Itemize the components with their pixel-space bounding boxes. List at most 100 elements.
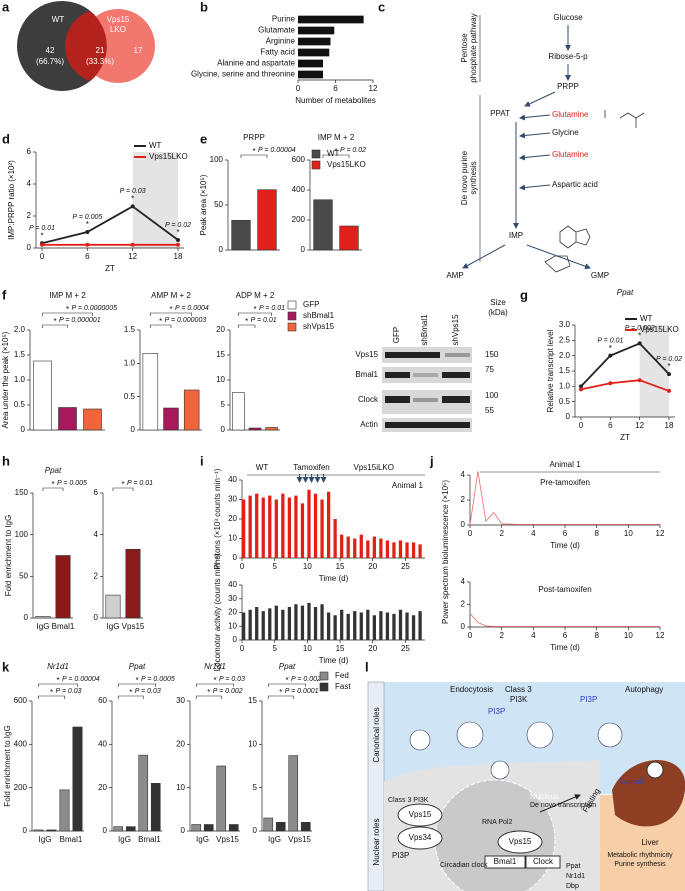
significance-mark: *: [66, 305, 69, 314]
x-tick-label: 2: [499, 529, 504, 538]
marker-size: 55: [485, 406, 494, 415]
vesicle: [490, 760, 510, 780]
y-tick-label: 40: [228, 475, 237, 484]
line: [580, 379, 670, 392]
x-tick-label: 12: [369, 84, 378, 93]
protein: [397, 826, 443, 850]
y-axis-label: Fold enrichment to IgG: [4, 515, 13, 596]
x-axis-label: Time (d): [550, 541, 580, 550]
metabolite: IMP: [509, 231, 523, 240]
p-value: P = 0.03: [135, 688, 161, 695]
x-axis-label: Time (d): [550, 643, 580, 652]
x-tick-label: Bmal1: [52, 622, 75, 631]
significance-mark: *: [169, 305, 172, 314]
activity-bar: [346, 536, 350, 558]
lipid: PI3P: [488, 707, 505, 716]
activity-bar: [287, 497, 292, 558]
y-tick-label: 20: [176, 739, 185, 748]
p-value: P = 0.002: [213, 688, 243, 695]
bar: [35, 616, 51, 619]
bar: [33, 360, 52, 431]
panel-label: b: [200, 0, 208, 14]
y-tick-label: 200: [14, 783, 28, 792]
activity-bar: [346, 613, 350, 640]
bar: [33, 829, 44, 832]
venn-label: Vps15: [107, 15, 130, 24]
chart-title: Nr1d1: [47, 662, 69, 671]
y-tick-label: 40: [98, 739, 107, 748]
arrow: [519, 154, 551, 161]
significance-mark: *: [131, 195, 134, 204]
gene: Dbp: [566, 883, 579, 890]
size-label: Size: [490, 298, 506, 307]
y-tick-label: 600: [292, 155, 306, 164]
significance-mark: *: [285, 676, 288, 685]
p-value: P = 0.002: [625, 325, 655, 332]
y-tick-label: 20: [216, 325, 225, 334]
y-tick-label: 0: [566, 412, 571, 421]
bar: [203, 824, 214, 832]
category-label: Fatty acid: [260, 48, 295, 57]
significance-bracket: [117, 695, 144, 699]
venn-label: LKO: [110, 25, 126, 34]
p-value: P = 0.002: [291, 676, 321, 683]
side-label: Nuclear roles: [372, 818, 381, 865]
vesicles: [409, 721, 623, 780]
bar: [275, 822, 286, 832]
p-value: P = 0.005: [72, 214, 102, 221]
category-label: Alanine and aspartate: [217, 59, 295, 68]
y-tick-label: 2: [461, 495, 466, 504]
significance-mark: *: [252, 147, 255, 156]
x-tick-label: 12: [656, 631, 665, 640]
point: [176, 238, 180, 242]
chart-title: Nr1d1: [204, 662, 226, 671]
significance-mark: *: [279, 688, 282, 697]
activity-bar: [274, 499, 278, 558]
y-tick-label: 0.5: [124, 392, 136, 401]
bar: [216, 765, 227, 832]
line: [469, 471, 660, 526]
bar: [298, 59, 323, 68]
chart-title: Ppat: [129, 662, 146, 671]
activity-bar: [307, 602, 311, 640]
band: [385, 352, 440, 358]
metabolite: Glucose: [553, 13, 583, 22]
arrow: [519, 114, 551, 121]
significance-bracket: [38, 683, 78, 687]
y-tick-label: 0: [24, 613, 29, 622]
bar: [72, 726, 83, 832]
x-tick-label: Bmal1: [138, 835, 161, 844]
y-tick-label: 0: [219, 245, 224, 254]
y-tick-label: 40: [228, 580, 237, 589]
significance-bracket: [238, 324, 256, 328]
y-tick-label: 1.5: [124, 325, 136, 334]
panel-label: h: [2, 453, 10, 468]
significance-bracket: [240, 154, 268, 158]
activity-bar: [385, 540, 390, 558]
x-tick-label: 15: [336, 562, 345, 571]
bar: [232, 392, 245, 431]
y-axis-label: Area under the peak (×10⁵): [1, 331, 10, 428]
activity-bar: [320, 604, 324, 640]
activity-bar: [359, 612, 363, 640]
activity-bar: [392, 613, 396, 640]
bar: [265, 427, 278, 431]
significance-mark: *: [159, 317, 162, 326]
bar: [183, 389, 200, 431]
chart-label: Post-tamoxifen: [538, 585, 591, 594]
x-tick-label: 6: [608, 421, 613, 430]
y-tick-label: 30: [176, 696, 185, 705]
significance-bracket: [267, 683, 307, 687]
point: [667, 388, 671, 393]
process: Endocytosis: [450, 685, 493, 694]
line: [469, 613, 660, 627]
enzyme: PPAT: [490, 109, 510, 118]
x-tick-label: 15: [336, 644, 345, 653]
activity-bar: [398, 609, 403, 640]
vesicle: [456, 721, 484, 749]
activity-bar: [333, 615, 337, 640]
x-tick-label: 8: [594, 529, 599, 538]
y-tick-label: 30: [228, 495, 237, 504]
p-value: P = 0.01: [29, 225, 55, 232]
metabolite: GMP: [591, 271, 609, 280]
